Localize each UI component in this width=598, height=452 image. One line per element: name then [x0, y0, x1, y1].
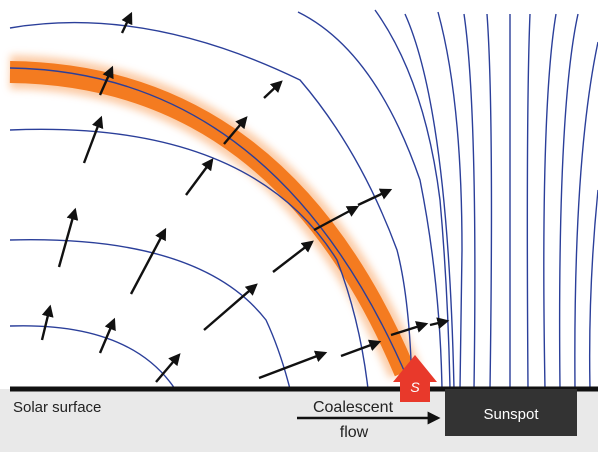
- field-lines-sunspot: [297, 9, 598, 390]
- sunspot-label: Sunspot: [483, 406, 539, 423]
- sunspot-block: [445, 389, 577, 436]
- s-marker-label: S: [410, 379, 420, 395]
- flow-label: flow: [340, 424, 369, 441]
- coalescent-label: Coalescent: [313, 399, 394, 416]
- field-arrows: [40, 11, 450, 383]
- s-marker-arrow: [393, 355, 437, 402]
- solar-surface-label: Solar surface: [13, 399, 101, 416]
